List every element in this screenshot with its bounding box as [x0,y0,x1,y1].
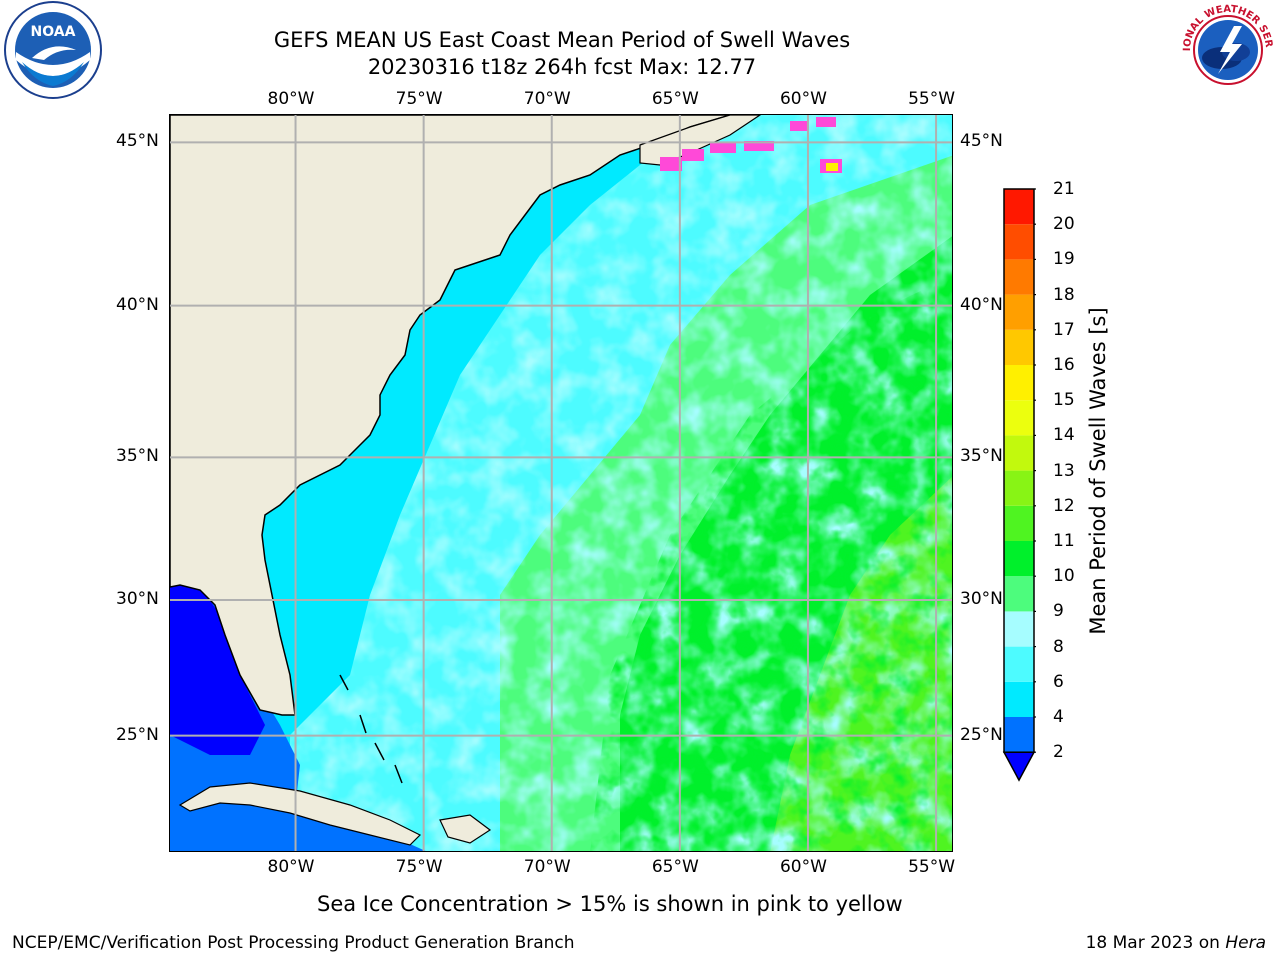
colorbar-segment [1004,505,1034,541]
lat-tick-label-right: 35°N [960,446,1003,467]
lon-tick-label-bottom: 75°W [395,857,443,877]
noaa-logo: NOAA [2,0,104,100]
graticule [170,115,952,851]
colorbar-segment [1004,435,1034,471]
lat-tick-label-left: 30°N [116,588,159,609]
colorbar-segment [1004,259,1034,295]
lat-tick-label-left: 45°N [116,131,159,152]
footer-credit: NCEP/EMC/Verification Post Processing Pr… [12,933,575,953]
plot-title: GEFS MEAN US East Coast Mean Period of S… [273,28,851,52]
lon-tick-label-top: 70°W [523,89,571,109]
colorbar-tick-label: 8 [1053,636,1064,657]
lat-tick-label-left: 25°N [116,724,159,745]
bahamas-islands [339,674,403,784]
colorbar-segment [1004,646,1034,682]
footer-date: 18 Mar 2023 on Hera [1086,932,1266,954]
lon-tick-label-bottom: 60°W [779,857,827,877]
colorbar-segment [1004,329,1034,365]
lon-tick-label-bottom: 70°W [523,857,571,877]
colorbar-segment [1004,224,1034,260]
colorbar-segment [1004,681,1034,717]
lon-tick-label-bottom: 80°W [267,857,315,877]
colorbar-tick-label: 20 [1053,214,1075,235]
lon-tick-label-top: 75°W [395,89,443,109]
colorbar-tick-label: 15 [1053,390,1075,411]
plot-subtitle: 20230316 t18z 264h fcst Max: 12.77 [367,55,757,79]
colorbar-tick-label: 18 [1053,284,1075,305]
colorbar-segment [1004,400,1034,436]
colorbar-segment [1004,470,1034,506]
nova-scotia-land [639,115,762,166]
cuba-land [178,782,422,846]
lat-tick-label-left: 40°N [116,294,159,315]
colorbar-tick-label: 17 [1053,319,1075,340]
lat-tick-label-right: 25°N [960,724,1003,745]
nws-logo: NATIONAL WEATHER SERVICE [1174,0,1278,100]
lon-tick-label-bottom: 65°W [651,857,699,877]
lat-tick-label-left: 35°N [116,446,159,467]
lon-tick-label-top: 55°W [908,89,956,109]
footer-date-text: 18 Mar 2023 on [1085,933,1226,953]
sea-ice-patches [660,117,842,173]
lon-tick-label-top: 80°W [267,89,315,109]
lon-tick-label-top: 65°W [651,89,699,109]
colorbar-segment [1004,189,1034,225]
colorbar-segment [1004,365,1034,401]
lon-tick-label-bottom: 55°W [908,857,956,877]
colorbar-segment [1004,717,1034,753]
colorbar-tick-label: 6 [1053,671,1064,692]
gulf-swell-min [170,583,265,755]
colorbar-tick-label: 11 [1053,531,1075,551]
map-panel [169,114,953,852]
colorbar-tick-label: 13 [1053,460,1075,481]
colorbar-extend-arrow [1002,751,1036,782]
colorbar-tick-label: 10 [1053,566,1075,587]
colorbar-segment [1004,541,1034,577]
colorbar-tick-label: 9 [1053,601,1064,622]
caption-text: Sea Ice Concentration > 15% is shown in … [317,892,903,916]
colorbar-tick-label: 12 [1053,495,1075,516]
colorbar-tick-label: 4 [1053,707,1064,727]
noaa-logo-text: NOAA [31,24,76,40]
lat-tick-label-right: 45°N [960,131,1003,152]
footer-host: Hera [1225,933,1266,953]
colorbar-tick-label: 19 [1053,249,1075,270]
lat-tick-label-right: 30°N [960,588,1003,609]
colorbar-segment [1004,611,1034,647]
lon-tick-label-top: 60°W [779,89,827,109]
colorbar-tick-label: 14 [1053,425,1075,446]
hispaniola-land [439,814,492,844]
colorbar-segment [1004,294,1034,330]
colorbar-tick-label: 2 [1053,742,1064,763]
colorbar-segment [1004,576,1034,612]
north-america-land [170,115,731,716]
colorbar-tick-label: 16 [1053,355,1075,375]
lat-tick-label-right: 40°N [960,294,1003,315]
colorbar-title: Mean Period of Swell Waves [s] [1086,307,1110,635]
colorbar [1002,188,1036,782]
colorbar-tick-label: 21 [1053,179,1075,199]
map-svg [170,115,952,851]
